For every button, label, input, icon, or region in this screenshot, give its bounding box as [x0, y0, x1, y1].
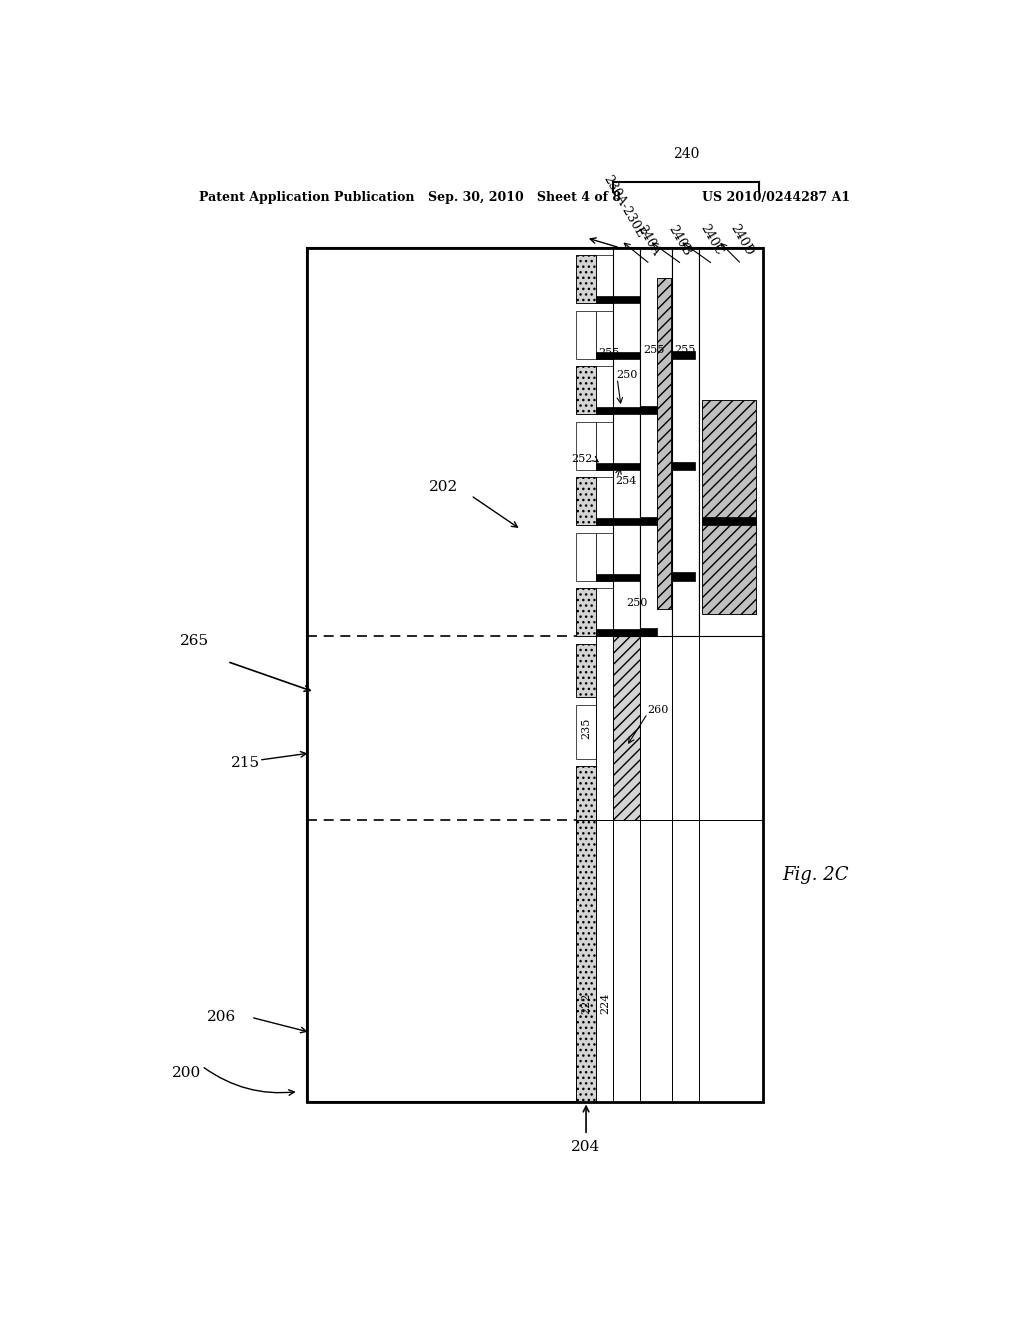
Text: 222: 222: [581, 993, 591, 1014]
Bar: [672, 351, 695, 359]
Bar: [613, 407, 640, 414]
Bar: [596, 421, 613, 470]
Bar: [596, 477, 613, 525]
Bar: [596, 574, 613, 581]
Text: 240C: 240C: [697, 223, 726, 257]
Bar: [575, 587, 596, 636]
Bar: [702, 400, 757, 614]
Text: 240A: 240A: [634, 223, 662, 257]
Bar: [699, 820, 763, 1102]
Bar: [640, 517, 657, 525]
Bar: [596, 820, 613, 1102]
Bar: [596, 296, 613, 304]
Text: 202: 202: [429, 480, 458, 494]
Bar: [575, 366, 596, 414]
Bar: [672, 462, 695, 470]
Bar: [596, 532, 613, 581]
Bar: [596, 636, 613, 820]
Bar: [640, 636, 672, 820]
Bar: [613, 636, 640, 820]
Bar: [699, 636, 763, 820]
Bar: [596, 630, 613, 636]
Text: Fig. 2C: Fig. 2C: [782, 866, 849, 884]
Bar: [672, 573, 695, 581]
Text: 265: 265: [179, 634, 209, 648]
Text: 255: 255: [643, 346, 665, 355]
Bar: [575, 255, 596, 304]
Bar: [596, 407, 613, 414]
Bar: [596, 462, 613, 470]
Text: 240: 240: [673, 148, 699, 161]
Bar: [575, 766, 596, 820]
Bar: [596, 366, 613, 414]
Bar: [596, 519, 613, 525]
Bar: [702, 517, 757, 525]
Text: 250: 250: [627, 598, 648, 609]
Text: 240B: 240B: [666, 223, 694, 257]
Bar: [702, 400, 757, 614]
Bar: [613, 351, 640, 359]
Bar: [613, 519, 640, 525]
Text: 254: 254: [615, 477, 637, 486]
Text: 235: 235: [581, 717, 591, 739]
Bar: [613, 574, 640, 581]
Bar: [575, 255, 596, 304]
Text: 206: 206: [207, 1010, 237, 1024]
Bar: [613, 820, 640, 1102]
Text: 224: 224: [600, 993, 609, 1014]
Bar: [596, 310, 613, 359]
Bar: [575, 587, 596, 636]
Bar: [640, 248, 672, 636]
Bar: [306, 248, 763, 1102]
Text: 250: 250: [615, 371, 637, 380]
Bar: [575, 366, 596, 414]
Bar: [613, 630, 640, 636]
Text: Sep. 30, 2010   Sheet 4 of 8: Sep. 30, 2010 Sheet 4 of 8: [428, 191, 622, 203]
Bar: [575, 705, 596, 759]
Text: 240D: 240D: [727, 222, 756, 257]
Bar: [575, 644, 596, 697]
Bar: [640, 628, 657, 636]
Text: 230A-230E: 230A-230E: [600, 173, 646, 240]
Bar: [575, 477, 596, 525]
Bar: [672, 248, 699, 636]
Bar: [613, 636, 640, 820]
Bar: [575, 644, 596, 697]
Bar: [575, 766, 596, 820]
Text: 204: 204: [571, 1140, 601, 1155]
Bar: [575, 310, 596, 359]
Bar: [613, 296, 640, 304]
Bar: [657, 279, 671, 609]
Bar: [596, 587, 613, 636]
Bar: [575, 477, 596, 525]
Bar: [575, 820, 596, 1102]
Bar: [613, 248, 640, 636]
Bar: [672, 636, 699, 820]
Text: Patent Application Publication: Patent Application Publication: [200, 191, 415, 203]
Bar: [657, 279, 671, 609]
Bar: [672, 820, 699, 1102]
Text: 200: 200: [172, 1067, 201, 1080]
Bar: [699, 248, 763, 636]
Text: 260: 260: [647, 705, 669, 714]
Text: US 2010/0244287 A1: US 2010/0244287 A1: [702, 191, 850, 203]
Bar: [575, 532, 596, 581]
Bar: [596, 255, 613, 304]
Bar: [613, 462, 640, 470]
Bar: [575, 820, 596, 1102]
Text: 215: 215: [231, 756, 260, 770]
Text: 252: 252: [571, 454, 592, 463]
Bar: [575, 421, 596, 470]
Bar: [596, 351, 613, 359]
Bar: [306, 248, 763, 1102]
Text: 255: 255: [675, 346, 695, 355]
Bar: [640, 820, 672, 1102]
Bar: [640, 407, 657, 414]
Text: 255: 255: [598, 348, 620, 358]
